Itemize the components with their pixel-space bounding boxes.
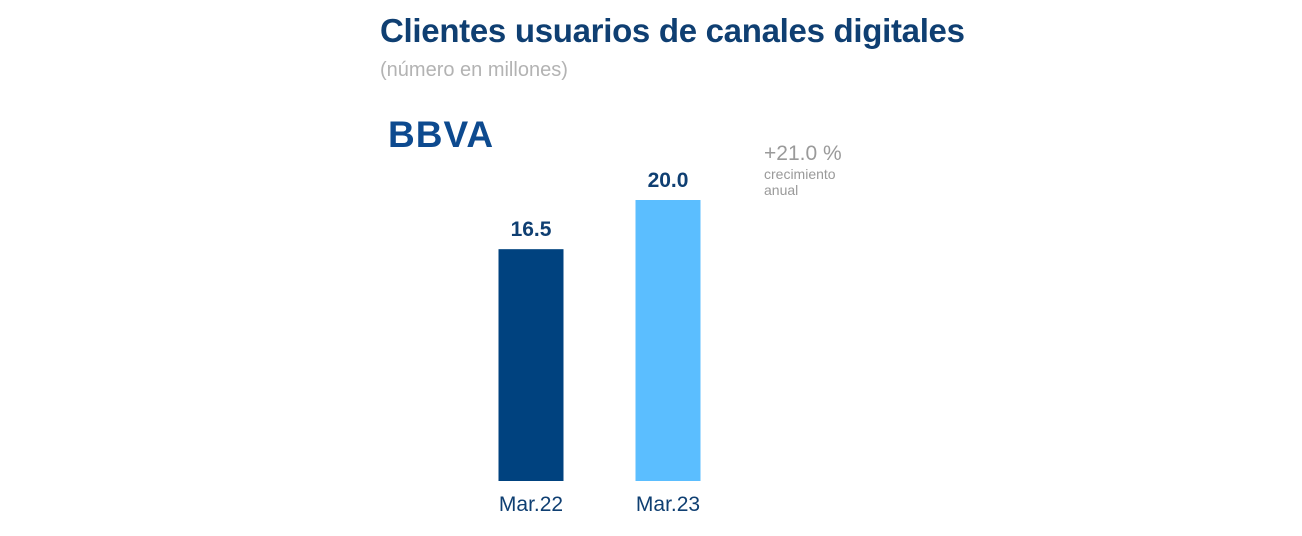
- bar-mar-22: [498, 249, 564, 481]
- growth-annotation: +21.0 % crecimiento anual: [764, 142, 854, 198]
- growth-value: +21.0 %: [764, 142, 842, 165]
- category-label: Mar.22: [499, 493, 563, 516]
- bar-value-label: 20.0: [648, 169, 689, 192]
- bar-value-label: 16.5: [511, 218, 552, 241]
- chart-subtitle: (número en millones): [380, 59, 568, 81]
- category-label: Mar.23: [636, 493, 700, 516]
- growth-label: crecimiento anual: [764, 166, 836, 198]
- bar-mar-23: [635, 200, 701, 481]
- bbva-logo: BBVA: [388, 114, 495, 155]
- chart-title: Clientes usuarios de canales digitales: [380, 12, 965, 49]
